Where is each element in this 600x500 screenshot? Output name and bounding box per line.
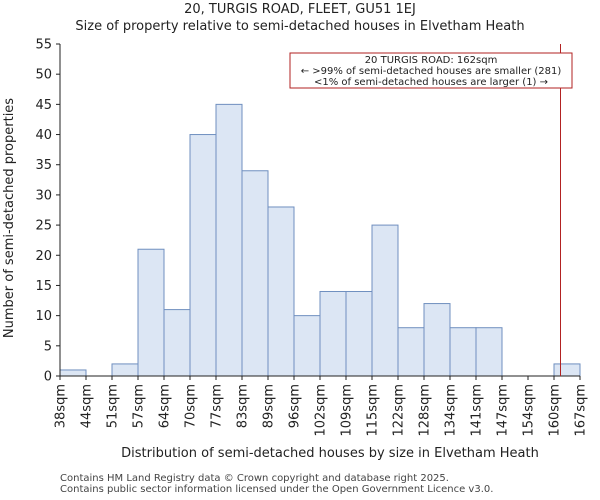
x-tick-label: 96sqm [288,384,303,428]
y-tick-label: 45 [35,98,52,113]
y-axis-label: Number of semi-detached properties [2,98,17,338]
y-tick-label: 35 [35,158,52,173]
bar-134sqm [449,327,477,377]
x-tick-label: 77sqm [210,384,225,428]
annotation-text-3: <1% of semi-detached houses are larger (… [314,77,548,88]
x-tick-label: 134sqm [444,384,459,437]
x-tick-label: 167sqm [574,384,589,437]
y-tick-label: 15 [35,279,52,294]
y-tick-label: 20 [35,249,52,264]
bar-89sqm [267,206,295,377]
y-tick-label: 30 [35,188,52,203]
x-tick-label: 147sqm [496,384,511,437]
bar-38sqm [59,369,87,377]
x-tick-label: 102sqm [314,384,329,437]
y-tick-label: 40 [35,128,52,143]
x-tick-label: 70sqm [184,384,199,428]
x-tick-label: 64sqm [158,384,173,428]
footer-licence: Contains public sector information licen… [60,484,494,495]
x-tick-label: 83sqm [236,384,251,428]
y-tick-label: 50 [35,68,52,83]
y-tick-label: 5 [44,339,52,354]
x-tick-label: 128sqm [418,384,433,437]
bar-141sqm [475,327,503,377]
bar-128sqm [423,303,451,377]
x-tick-label: 44sqm [80,384,95,428]
bar-70sqm [189,134,217,377]
bar-109sqm [345,290,373,377]
annotation-text-2: ← >99% of semi-detached houses are small… [301,66,562,77]
bar-64sqm [163,309,191,377]
footer-copyright: Contains HM Land Registry data © Crown c… [60,473,449,484]
bar-51sqm [111,363,139,377]
bar-83sqm [241,170,269,377]
bar-122sqm [397,327,425,377]
annotation-box [289,52,573,89]
x-tick-label: 160sqm [548,384,563,437]
x-tick-label: 115sqm [366,384,381,437]
x-tick-label: 57sqm [132,384,147,428]
x-axis-label: Distribution of semi-detached houses by … [121,446,539,461]
y-tick-label: 0 [44,370,52,385]
x-tick-label: 51sqm [106,384,121,428]
x-tick-label: 141sqm [470,384,485,437]
bar-57sqm [137,248,165,377]
y-tick-label: 10 [35,309,52,324]
chart-title-address: 20, TURGIS ROAD, FLEET, GU51 1EJ [184,2,416,17]
x-tick-label: 154sqm [522,384,537,437]
bar-77sqm [215,103,243,377]
x-tick-label: 38sqm [54,384,69,428]
bar-160sqm [553,363,581,377]
bar-96sqm [293,315,321,377]
bar-115sqm [371,224,399,377]
x-tick-label: 122sqm [392,384,407,437]
bar-102sqm [319,290,347,377]
x-tick-label: 89sqm [262,384,277,428]
y-tick-label: 25 [35,219,52,234]
chart-title: Size of property relative to semi-detach… [75,19,525,34]
x-tick-label: 109sqm [340,384,355,437]
annotation-text-1: 20 TURGIS ROAD: 162sqm [365,55,498,66]
y-tick-label: 55 [35,38,52,53]
